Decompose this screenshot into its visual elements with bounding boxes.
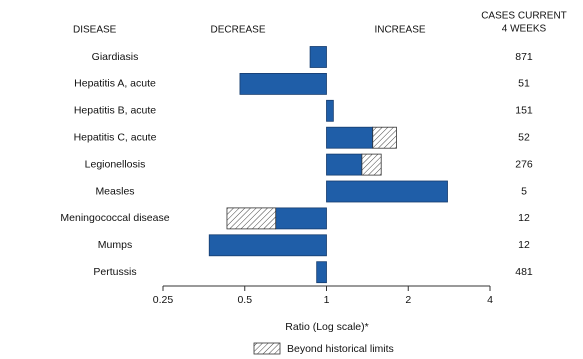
- legend-label: Beyond historical limits: [287, 343, 394, 355]
- bar: [326, 180, 448, 203]
- cases-value: 12: [518, 239, 530, 251]
- category-label: Mumps: [98, 239, 132, 251]
- bar: [326, 126, 374, 149]
- bar: [316, 261, 327, 284]
- x-tick-label: 1: [324, 294, 330, 306]
- x-tick-label: 4: [487, 294, 493, 306]
- header-increase: INCREASE: [374, 25, 425, 36]
- bar-beyond-limits: [226, 207, 277, 230]
- x-tick-label: 0.5: [237, 294, 252, 306]
- x-tick-label: 0.25: [153, 294, 174, 306]
- category-label: Hepatitis B, acute: [74, 105, 156, 117]
- category-label: Giardiasis: [92, 51, 139, 63]
- cases-value: 276: [515, 158, 533, 170]
- bar: [326, 99, 334, 122]
- bar: [275, 207, 327, 230]
- x-axis-title: Ratio (Log scale)*: [285, 321, 368, 333]
- bar: [208, 234, 327, 257]
- header-disease: DISEASE: [73, 25, 117, 36]
- category-label: Legionellosis: [85, 158, 146, 170]
- cases-value: 151: [515, 105, 533, 117]
- cases-value: 871: [515, 51, 533, 63]
- header-cases: 4 WEEKS: [502, 24, 547, 35]
- category-label: Meningococcal disease: [60, 212, 169, 224]
- category-label: Hepatitis C, acute: [74, 131, 157, 143]
- category-label: Measles: [95, 185, 134, 197]
- bar-beyond-limits: [372, 126, 397, 149]
- cases-value: 12: [518, 212, 530, 224]
- category-label: Pertussis: [93, 266, 136, 278]
- cases-value: 5: [521, 185, 527, 197]
- header-decrease: DECREASE: [210, 25, 265, 36]
- cases-value: 481: [515, 266, 533, 278]
- header-cases: CASES CURRENT: [481, 11, 567, 22]
- x-tick-label: 2: [405, 294, 411, 306]
- cases-value: 51: [518, 78, 530, 90]
- bar-beyond-limits: [361, 153, 382, 176]
- bar: [239, 73, 327, 95]
- category-label: Hepatitis A, acute: [74, 78, 156, 90]
- bar: [326, 153, 363, 176]
- cases-value: 52: [518, 131, 530, 143]
- bar: [309, 46, 327, 68]
- legend-swatch: [253, 342, 281, 355]
